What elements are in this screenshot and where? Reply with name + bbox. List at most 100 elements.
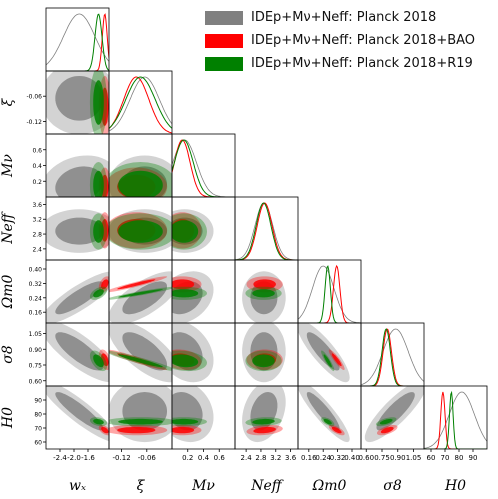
panel-wx-s8 bbox=[46, 323, 109, 383]
panel-neff-s8 bbox=[242, 323, 286, 383]
marginal-wx-series-1 bbox=[46, 13, 109, 71]
panel-neff-om bbox=[242, 271, 286, 323]
legend-item-planck-r19: IDEp+Mν+Neff: Planck 2018+R19 bbox=[205, 52, 495, 75]
contour-wx-xi-series-0-level-1 bbox=[55, 76, 104, 121]
y-axis-label-h0: H0 bbox=[0, 407, 16, 429]
x-tick-label-s8: 0.75 bbox=[374, 454, 390, 462]
marginal-wx-series-0 bbox=[46, 13, 109, 66]
contour-mnu-h0-series-1-level-1 bbox=[172, 426, 195, 434]
marginal-neff-series-1 bbox=[235, 202, 298, 260]
contour-xi-mnu-series-2-level-1 bbox=[118, 170, 163, 197]
x-axis-label-h0: H0 bbox=[444, 478, 466, 494]
x-tick-label-om: 0.16 bbox=[301, 454, 317, 462]
x-tick-label-mnu: 0.6 bbox=[214, 454, 226, 462]
contour-wx-mnu-series-0-level-1 bbox=[55, 166, 104, 197]
marginal-mnu-series-1 bbox=[172, 139, 235, 197]
panel-wx-h0 bbox=[46, 386, 109, 442]
marginal-om-series-1 bbox=[298, 264, 361, 323]
contour-wx-h0-series-2-level-1 bbox=[93, 418, 104, 425]
y-tick-label-s8: 0.60 bbox=[29, 378, 43, 385]
marginal-neff-series-2 bbox=[235, 202, 298, 260]
panel-wx-om bbox=[46, 271, 109, 323]
x-tick-label-wx: -1.6 bbox=[81, 454, 95, 462]
x-axis-label-neff: Neff bbox=[250, 478, 284, 494]
legend-label-planck-bao: IDEp+Mν+Neff: Planck 2018+BAO bbox=[251, 33, 476, 48]
marginal-s8-series-0 bbox=[361, 328, 424, 386]
panel-frame bbox=[171, 133, 236, 198]
y-tick-label-neff: 3.6 bbox=[32, 202, 42, 209]
y-tick-label-h0: 90 bbox=[34, 398, 42, 405]
legend: IDEp+Mν+Neff: Planck 2018 IDEp+Mν+Neff: … bbox=[205, 6, 495, 75]
contour-mnu-om-series-2-level-1 bbox=[172, 289, 199, 298]
panel-xi-neff bbox=[109, 209, 172, 253]
marginal-h0-series-0 bbox=[424, 391, 487, 449]
contour-neff-s8-series-2-level-1 bbox=[252, 354, 275, 368]
contour-xi-neff-series-2-level-1 bbox=[118, 220, 163, 243]
panel-om-om bbox=[298, 264, 361, 323]
legend-swatch-planck bbox=[205, 10, 243, 25]
x-tick-label-om: 0.40 bbox=[344, 454, 360, 462]
x-tick-label-neff: 2.8 bbox=[255, 454, 266, 462]
x-tick-label-xi: -0.12 bbox=[113, 454, 131, 462]
y-tick-label-neff: 2.4 bbox=[32, 246, 42, 253]
contour-xi-h0-series-1-level-1 bbox=[117, 426, 156, 434]
marginal-s8-series-1 bbox=[361, 328, 424, 386]
contour-xi-om-series-1-level-1 bbox=[117, 279, 156, 290]
contour-wx-mnu-series-2-level-1 bbox=[93, 170, 104, 197]
contour-wx-h0-series-1-level-1 bbox=[101, 426, 109, 434]
x-tick-label-neff: 3.6 bbox=[285, 454, 297, 462]
panel-wx-neff bbox=[46, 209, 109, 253]
legend-swatch-planck-bao bbox=[205, 33, 243, 48]
contour-mnu-neff-series-2-level-1 bbox=[172, 220, 199, 243]
panel-frame bbox=[423, 385, 488, 450]
legend-label-planck: IDEp+Mν+Neff: Planck 2018 bbox=[251, 10, 437, 25]
contour-wx-neff-series-0-level-1 bbox=[55, 217, 104, 245]
contour-wx-s8-series-0-level-1 bbox=[55, 332, 104, 371]
panel-mnu-h0 bbox=[172, 386, 214, 443]
y-tick-label-h0: 70 bbox=[34, 426, 42, 433]
y-tick-label-xi: -0.06 bbox=[26, 94, 42, 101]
y-tick-label-mnu: 0.4 bbox=[32, 163, 42, 170]
y-tick-label-om: 0.32 bbox=[29, 281, 43, 288]
x-axis-label-om: Ωm0 bbox=[312, 478, 347, 494]
contour-mnu-h0-series-2-level-1 bbox=[172, 418, 199, 425]
y-tick-label-s8: 0.75 bbox=[29, 363, 43, 370]
x-tick-label-s8: 0.60 bbox=[358, 454, 374, 462]
marginal-wx-series-2 bbox=[46, 13, 109, 71]
panel-frame bbox=[297, 259, 362, 324]
x-tick-label-mnu: 0.2 bbox=[182, 454, 193, 462]
contour-wx-h0-series-0-level-1 bbox=[55, 392, 104, 431]
y-tick-label-xi: -0.12 bbox=[26, 119, 42, 126]
marginal-h0-series-1 bbox=[424, 391, 487, 449]
y-axis-label-xi: ξ bbox=[0, 97, 16, 106]
panel-mnu-s8 bbox=[172, 323, 214, 383]
contour-neff-om-series-2-level-1 bbox=[252, 289, 275, 298]
marginal-xi-series-1 bbox=[109, 76, 172, 134]
x-tick-label-neff: 2.4 bbox=[241, 454, 253, 462]
y-axis-label-mnu: Mν bbox=[0, 154, 16, 178]
y-tick-label-om: 0.16 bbox=[29, 310, 43, 317]
y-tick-label-mnu: 0.2 bbox=[32, 179, 42, 186]
contour-xi-s8-series-0-level-1 bbox=[122, 332, 167, 371]
panel-mnu-neff bbox=[172, 209, 214, 253]
y-tick-label-neff: 3.2 bbox=[32, 217, 42, 224]
x-tick-label-xi: -0.06 bbox=[138, 454, 157, 462]
marginal-om-series-2 bbox=[298, 265, 361, 323]
panel-wx-mnu bbox=[46, 155, 109, 197]
x-axis-label-mnu: Mν bbox=[191, 478, 215, 494]
y-tick-label-s8: 1.05 bbox=[29, 331, 43, 338]
x-tick-label-wx: -2.4 bbox=[53, 454, 67, 462]
y-tick-label-h0: 60 bbox=[34, 440, 42, 447]
legend-label-planck-r19: IDEp+Mν+Neff: Planck 2018+R19 bbox=[251, 56, 473, 71]
panel-om-h0 bbox=[298, 386, 350, 443]
y-tick-label-om: 0.24 bbox=[29, 295, 43, 302]
y-tick-label-neff: 2.8 bbox=[32, 232, 42, 239]
contour-om-h0-series-0-level-1 bbox=[306, 392, 340, 431]
contour-s8-h0-series-1-level-1 bbox=[380, 426, 394, 434]
x-tick-label-neff: 3.2 bbox=[270, 454, 281, 462]
x-tick-label-s8: 0.90 bbox=[390, 454, 406, 462]
panel-mnu-mnu bbox=[172, 139, 235, 197]
contour-wx-neff-series-2-level-1 bbox=[93, 220, 104, 243]
contour-om-h0-series-1-level-1 bbox=[331, 426, 342, 434]
